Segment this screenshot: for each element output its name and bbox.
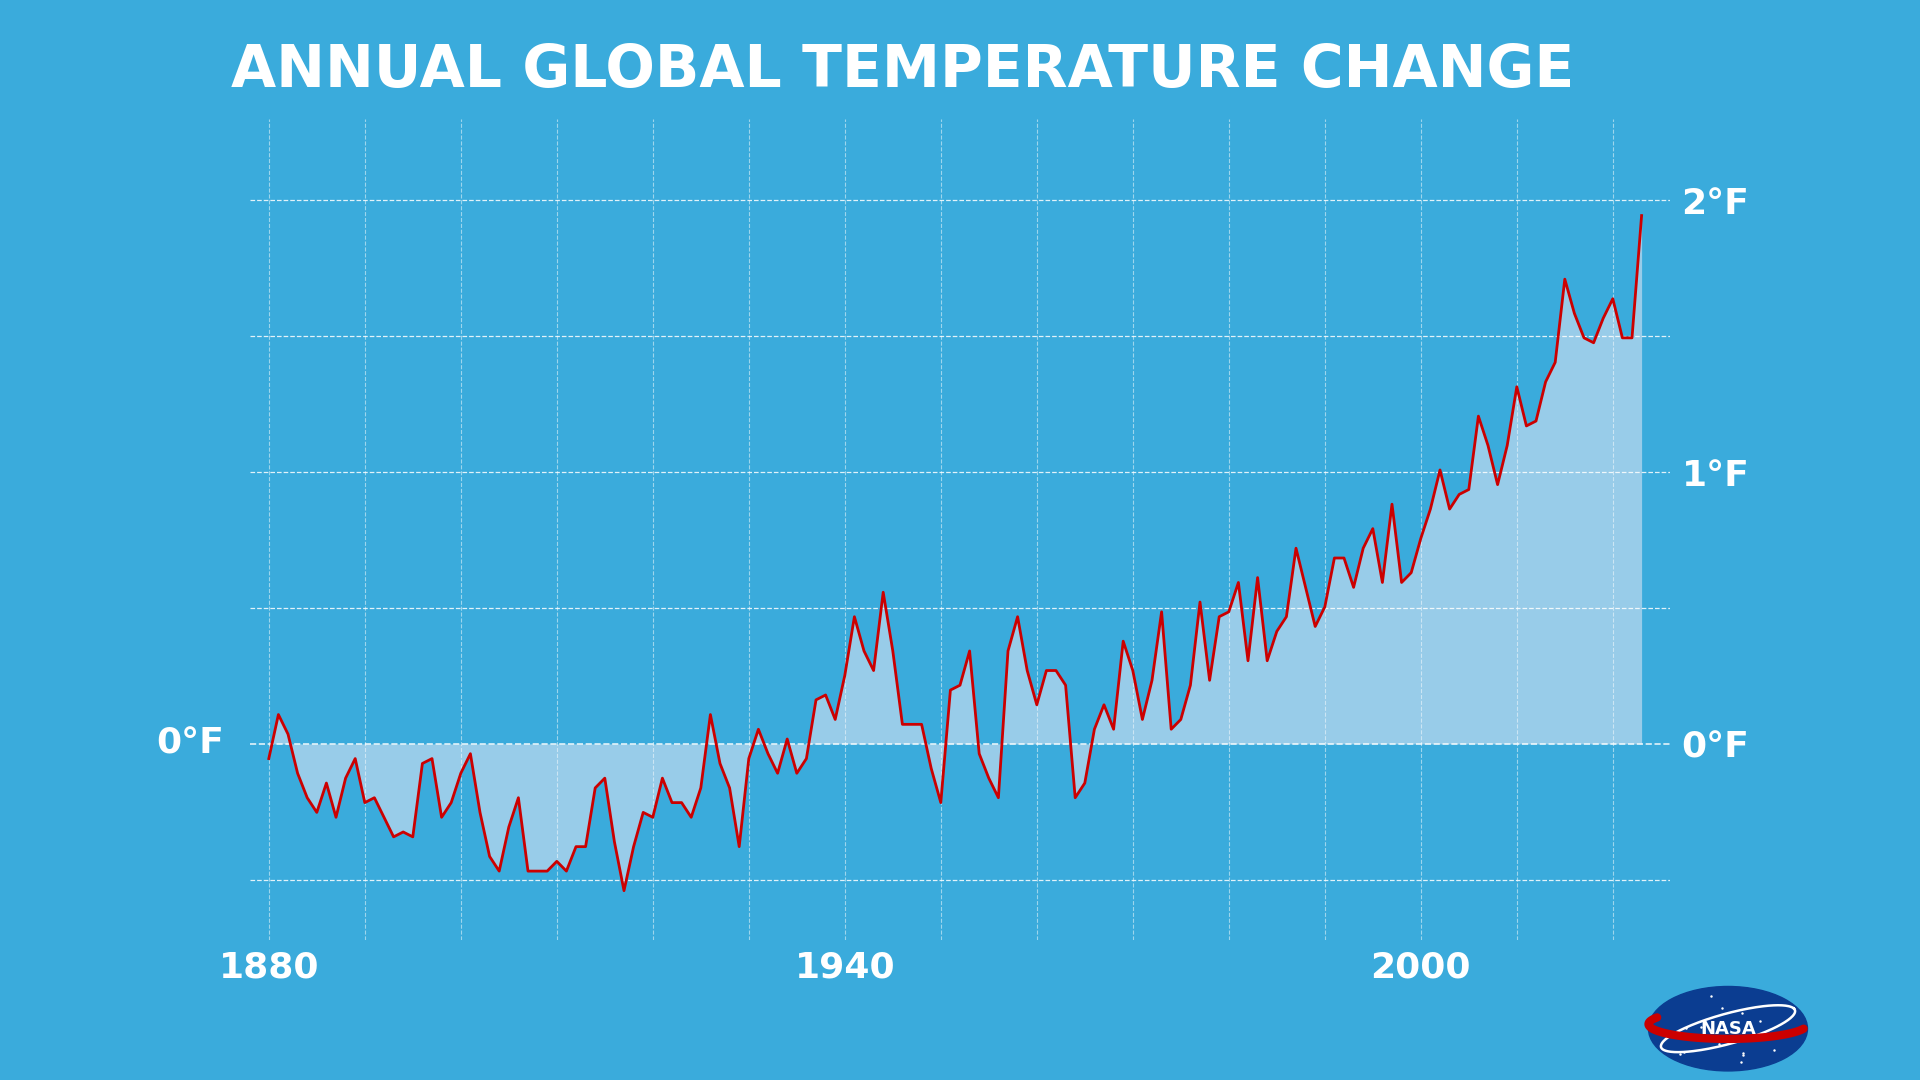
Circle shape — [1649, 986, 1807, 1071]
Text: NASA: NASA — [1699, 1020, 1757, 1038]
Text: ANNUAL GLOBAL TEMPERATURE CHANGE: ANNUAL GLOBAL TEMPERATURE CHANGE — [230, 42, 1574, 98]
Text: 0°F: 0°F — [156, 727, 225, 761]
